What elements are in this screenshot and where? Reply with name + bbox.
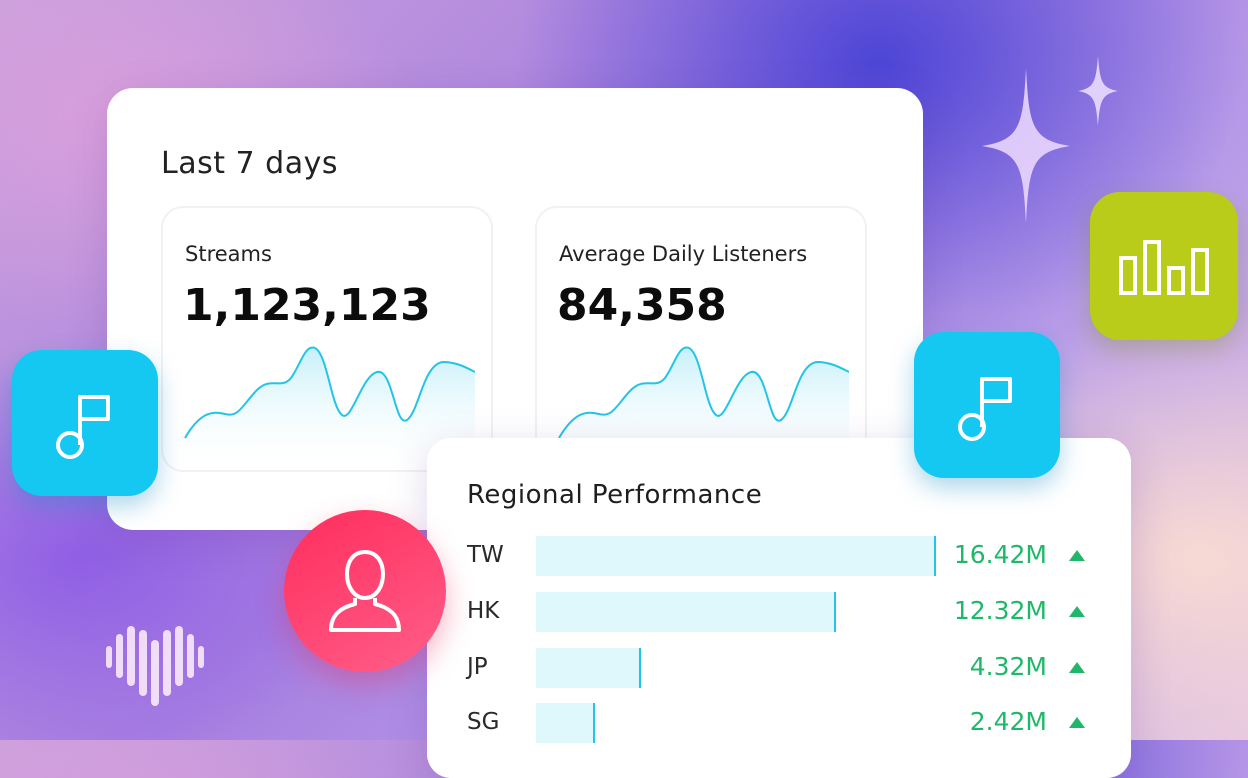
trend-up-icon xyxy=(1069,717,1085,728)
music-note-icon xyxy=(958,377,1012,441)
region-bar-track xyxy=(536,703,936,743)
sparkle-large-icon xyxy=(982,68,1070,224)
analytics-app-tile[interactable] xyxy=(1090,192,1238,340)
card-title: Regional Performance xyxy=(467,480,763,510)
region-bar xyxy=(536,536,936,576)
user-icon xyxy=(329,549,401,632)
streams-sparkline xyxy=(184,346,475,470)
region-bar-track xyxy=(536,648,936,688)
metric-value: 1,123,123 xyxy=(183,280,431,331)
region-row[interactable]: JP 4.32M xyxy=(467,648,1107,690)
user-profile-button[interactable] xyxy=(284,510,446,672)
region-code: TW xyxy=(467,542,504,568)
region-bar-track xyxy=(536,592,936,632)
region-value: 2.42M xyxy=(969,707,1047,736)
music-note-icon xyxy=(56,395,110,459)
metric-label: Average Daily Listeners xyxy=(559,242,808,266)
metric-label: Streams xyxy=(185,242,272,266)
region-bar xyxy=(536,648,641,688)
metric-value: 84,358 xyxy=(557,280,727,331)
region-bar-track xyxy=(536,536,936,576)
last-7-days-card: Last 7 days Streams 1,123,123 Average Da… xyxy=(107,88,923,530)
region-row[interactable]: SG 2.42M xyxy=(467,703,1107,745)
music-app-tile[interactable] xyxy=(914,332,1060,478)
region-code: JP xyxy=(467,654,488,680)
region-row[interactable]: HK 12.32M xyxy=(467,592,1107,634)
trend-up-icon xyxy=(1069,606,1085,617)
trend-up-icon xyxy=(1069,662,1085,673)
trend-up-icon xyxy=(1069,550,1085,561)
region-value: 12.32M xyxy=(953,596,1047,625)
region-bar xyxy=(536,592,836,632)
bar-chart-icon xyxy=(1119,240,1209,295)
region-bar xyxy=(536,703,595,743)
region-value: 4.32M xyxy=(969,652,1047,681)
music-app-tile[interactable] xyxy=(12,350,158,496)
card-title: Last 7 days xyxy=(161,146,338,181)
region-code: HK xyxy=(467,598,500,624)
streams-metric-card[interactable]: Streams 1,123,123 xyxy=(161,206,493,472)
heart-wave-icon xyxy=(106,626,204,706)
region-code: SG xyxy=(467,709,500,735)
regional-performance-card: Regional Performance TW 16.42M HK 12.32M… xyxy=(427,438,1131,778)
sparkle-small-icon xyxy=(1078,56,1118,126)
region-value: 16.42M xyxy=(953,540,1047,569)
average-daily-listeners-metric-card[interactable]: Average Daily Listeners 84,358 xyxy=(535,206,867,472)
region-row[interactable]: TW 16.42M xyxy=(467,536,1107,578)
